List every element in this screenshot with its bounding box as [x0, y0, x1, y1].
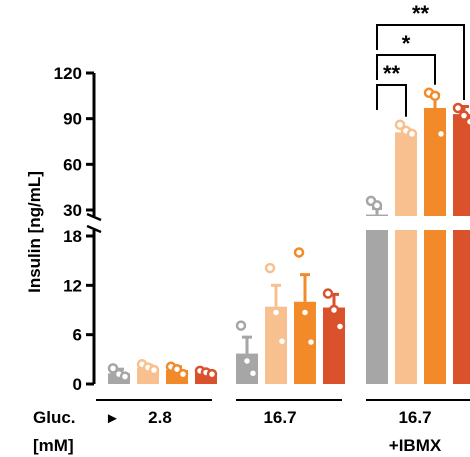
data-point [334, 321, 346, 332]
y-axis-label: Insulin [ng/mL] [25, 171, 44, 293]
bar [294, 301, 316, 384]
bar [366, 214, 388, 384]
data-point [264, 262, 276, 274]
x-group-label-2: 16.7 [263, 408, 296, 427]
data-point [406, 128, 418, 140]
significance-label: ** [412, 1, 430, 26]
axis-break-mark [86, 224, 102, 234]
bar [453, 114, 470, 384]
significance-label: * [402, 31, 411, 56]
bar [195, 372, 217, 384]
data-point [435, 128, 447, 140]
significance-label: ** [383, 61, 401, 86]
data-point [305, 336, 317, 348]
y-tick-label: 12 [63, 276, 82, 295]
x-group-label-1: 2.8 [148, 408, 172, 427]
y-tick-label: 6 [73, 326, 82, 345]
bar [424, 108, 446, 384]
data-point [429, 90, 441, 102]
data-point [206, 368, 218, 380]
y-tick-label: 120 [54, 64, 82, 83]
y-tick-label: 60 [63, 155, 82, 174]
data-point [148, 364, 160, 376]
data-point [394, 119, 406, 131]
y-tick-label: 0 [73, 375, 82, 394]
axis-break-gap [360, 216, 470, 230]
data-point [371, 200, 383, 211]
data-point [458, 110, 470, 121]
data-point [464, 116, 470, 127]
data-point [322, 288, 334, 299]
data-point [299, 307, 311, 318]
data-point [452, 102, 464, 114]
data-point [241, 355, 253, 367]
y-tick-label: 90 [63, 110, 82, 129]
data-point [270, 307, 282, 318]
significance-bracket [376, 24, 465, 101]
x-prefix-arrow: ► [105, 410, 120, 427]
data-point [107, 363, 119, 374]
x-prefix-unit: [mM] [33, 436, 74, 455]
data-point [276, 335, 288, 347]
significance-bracket [376, 54, 436, 85]
bar [265, 306, 287, 384]
x-prefix-gluc: Gluc. [33, 408, 76, 427]
axis-break-mark [86, 212, 102, 222]
x-group-label-3: 16.7 [398, 408, 431, 427]
data-point [328, 304, 340, 316]
data-point [293, 247, 305, 258]
data-point [119, 371, 131, 382]
y-tick-label: 30 [63, 201, 82, 220]
data-point [235, 320, 247, 331]
x-group-label-3-line2: +IBMX [389, 436, 442, 455]
bar [323, 307, 345, 384]
y-tick-label: 18 [63, 227, 82, 246]
significance-bracket [376, 84, 407, 117]
data-point [247, 368, 259, 379]
bar [395, 132, 417, 384]
data-point [177, 368, 189, 380]
